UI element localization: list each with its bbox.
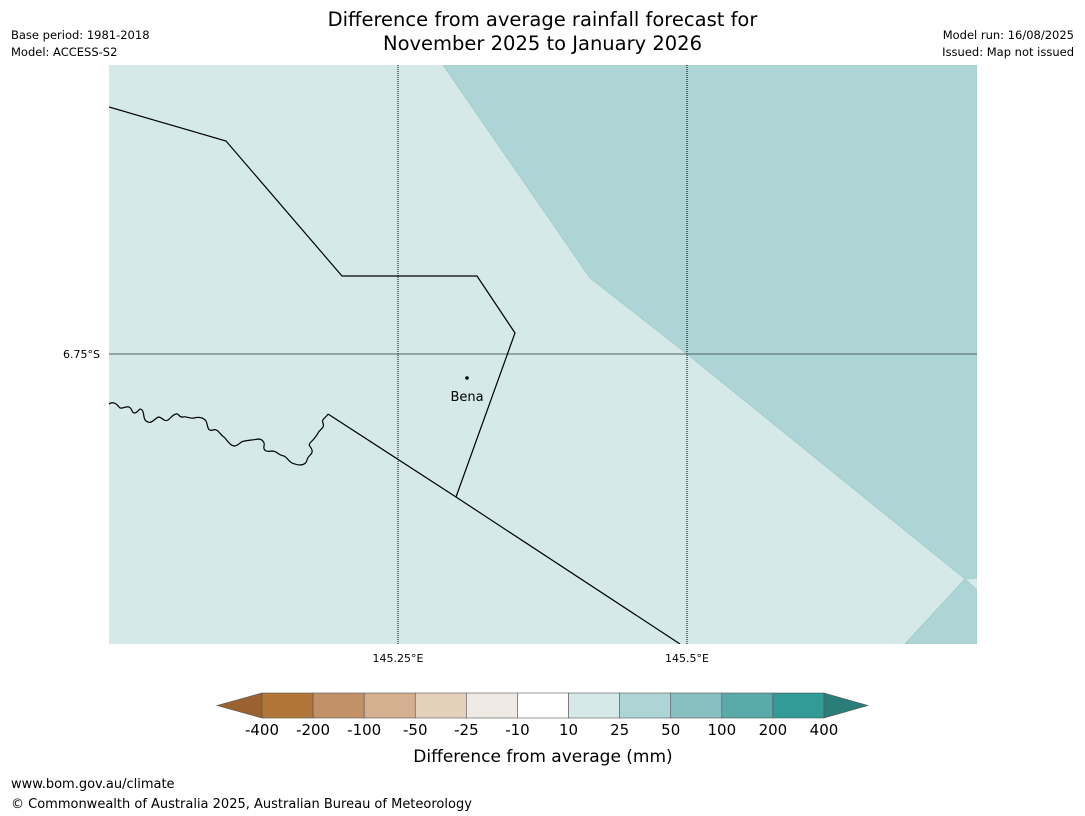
- footer: www.bom.gov.au/climate © Commonwealth of…: [11, 775, 472, 815]
- title-line-2: November 2025 to January 2026: [383, 32, 702, 55]
- bena-location-marker: [465, 376, 469, 380]
- province-boundary-south: [327, 413, 681, 644]
- colorbar-segment: [414, 692, 467, 719]
- title-line-1: Difference from average rainfall forecas…: [327, 8, 758, 31]
- colorbar-segment: [517, 692, 569, 719]
- colorbar-tick-label: 10: [559, 721, 578, 739]
- latitude-label: 6.75°S: [63, 348, 100, 361]
- model-run-text: Model run: 16/08/2025: [942, 28, 1074, 42]
- footer-copyright: © Commonwealth of Australia 2025, Austra…: [11, 797, 472, 812]
- rainfall-region-25-50-corner: [904, 578, 977, 644]
- colorbar-extend-low: [215, 692, 263, 719]
- colorbar-segment: [772, 692, 825, 719]
- colorbar-tick-label: -50: [403, 721, 428, 739]
- legend-tick-labels: -400 -200 -100 -50 -25 -10 10 25 50 100 200 400: [245, 721, 838, 739]
- legend-colorbar: [215, 692, 870, 719]
- colorbar-tick-label: -10: [505, 721, 530, 739]
- colorbar-tick-label: 100: [707, 721, 736, 739]
- map-area: Bena: [109, 65, 977, 644]
- colorbar-segment: [312, 692, 365, 719]
- colorbar-tick-label: -25: [454, 721, 479, 739]
- header-left: Base period: 1981-2018 Model: ACCESS-S2: [11, 27, 150, 61]
- place-label-bena: Bena: [450, 390, 483, 405]
- colorbar-segment: [619, 692, 672, 719]
- colorbar-tick-label: 50: [661, 721, 680, 739]
- colorbar-segment: [261, 692, 314, 719]
- legend-label: Difference from average (mm): [413, 747, 672, 767]
- colorbar-segment: [363, 692, 416, 719]
- colorbar-tick-label: -100: [347, 721, 381, 739]
- colorbar-tick-label: -200: [296, 721, 330, 739]
- colorbar-segment: [568, 692, 620, 719]
- province-boundary-river: [109, 402, 329, 466]
- longitude-label-145-5: 145.5°E: [665, 652, 709, 665]
- issued-text: Issued: Map not issued: [942, 45, 1074, 59]
- longitude-label-145-25: 145.25°E: [373, 652, 424, 665]
- colorbar-segment: [721, 692, 774, 719]
- colorbar-tick-label: -400: [245, 721, 279, 739]
- colorbar-tick-label: 200: [759, 721, 788, 739]
- colorbar-tick-label: 400: [810, 721, 839, 739]
- province-boundary-north: [109, 106, 516, 498]
- model-text: Model: ACCESS-S2: [11, 45, 118, 59]
- colorbar-tick-label: 25: [610, 721, 629, 739]
- header-right: Model run: 16/08/2025 Issued: Map not is…: [942, 27, 1074, 61]
- colorbar-segment: [670, 692, 723, 719]
- footer-url: www.bom.gov.au/climate: [11, 777, 175, 792]
- colorbar-extend-high: [823, 692, 870, 719]
- map-title: Difference from average rainfall forecas…: [0, 8, 1085, 56]
- base-period-text: Base period: 1981-2018: [11, 28, 150, 42]
- colorbar-segment: [466, 692, 518, 719]
